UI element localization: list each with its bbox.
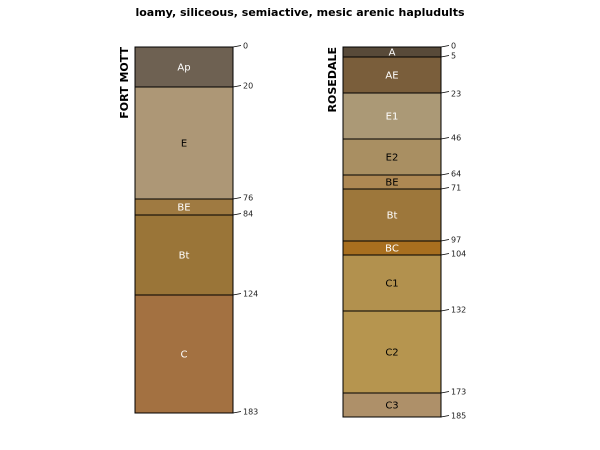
horizon-band — [342, 310, 442, 394]
depth-tick — [232, 293, 242, 296]
depth-tick — [440, 173, 450, 176]
depth-tick — [440, 415, 450, 418]
depth-tick — [232, 85, 242, 88]
depth-tick — [440, 239, 450, 242]
horizon-band — [342, 138, 442, 176]
horizon-label: C1 — [385, 279, 398, 290]
horizon-band — [134, 86, 234, 200]
horizon-label: BE — [385, 178, 398, 189]
depth-tick — [440, 45, 450, 48]
depth-tick — [440, 91, 450, 94]
depth-label: 23 — [451, 90, 461, 99]
depth-tick — [440, 187, 450, 190]
depth-tick — [440, 391, 450, 394]
horizon-label: E2 — [386, 153, 399, 164]
profile-name: FORT MOTT — [118, 47, 131, 119]
depth-tick — [232, 45, 242, 48]
horizon-band — [134, 294, 234, 414]
depth-tick — [440, 137, 450, 140]
horizon-band — [342, 188, 442, 242]
depth-tick — [232, 411, 242, 414]
horizon-band — [134, 46, 234, 88]
horizon-band — [342, 254, 442, 312]
soil-profile: Ap E BE Bt C 0 20 76 84 124 183 FORT MOTT — [118, 42, 258, 417]
horizon-label: BC — [385, 244, 399, 255]
depth-tick — [232, 197, 242, 200]
horizon-label: A — [389, 48, 396, 59]
depth-tick — [232, 213, 242, 216]
horizon-band — [342, 56, 442, 94]
depth-label: 84 — [243, 210, 253, 219]
depth-tick — [440, 55, 450, 58]
horizon-label: BE — [177, 203, 190, 214]
depth-label: 46 — [451, 134, 461, 143]
depth-label: 5 — [451, 52, 456, 61]
depth-label: 104 — [451, 250, 466, 259]
depth-label: 0 — [451, 42, 456, 51]
horizon-band — [342, 92, 442, 140]
depth-label: 183 — [243, 408, 258, 417]
horizon-label: E1 — [386, 112, 399, 123]
depth-tick — [440, 253, 450, 256]
depth-label: 132 — [451, 306, 466, 315]
depth-label: 0 — [243, 42, 248, 51]
depth-label: 76 — [243, 194, 253, 203]
horizon-band — [134, 214, 234, 296]
depth-label: 185 — [451, 412, 466, 421]
horizon-label: Ap — [177, 63, 190, 74]
horizon-label: Bt — [179, 251, 190, 262]
depth-label: 124 — [243, 290, 258, 299]
profiles: Ap E BE Bt C 0 20 76 84 124 183 FORT MOTT A AE E1 E2 BE B… — [118, 42, 466, 421]
soil-profile: A AE E1 E2 BE Bt BC C1 C2 C3 05 23 46 64 71 97 104 132 173… — [326, 42, 466, 421]
depth-label: 71 — [451, 184, 461, 193]
horizon-label: E — [181, 139, 187, 150]
horizon-label: C3 — [385, 401, 398, 412]
horizon-band — [342, 392, 442, 418]
depth-tick — [440, 309, 450, 312]
profile-name: ROSEDALE — [326, 47, 339, 112]
depth-label: 20 — [243, 82, 253, 91]
horizon-label: Bt — [387, 211, 398, 222]
depth-label: 173 — [451, 388, 466, 397]
horizon-label: C — [181, 350, 188, 361]
horizon-label: C2 — [385, 348, 398, 359]
horizon-label: AE — [385, 71, 398, 82]
figure-title: loamy, siliceous, semiactive, mesic aren… — [135, 6, 464, 19]
depth-label: 64 — [451, 170, 461, 179]
depth-label: 97 — [451, 236, 461, 245]
